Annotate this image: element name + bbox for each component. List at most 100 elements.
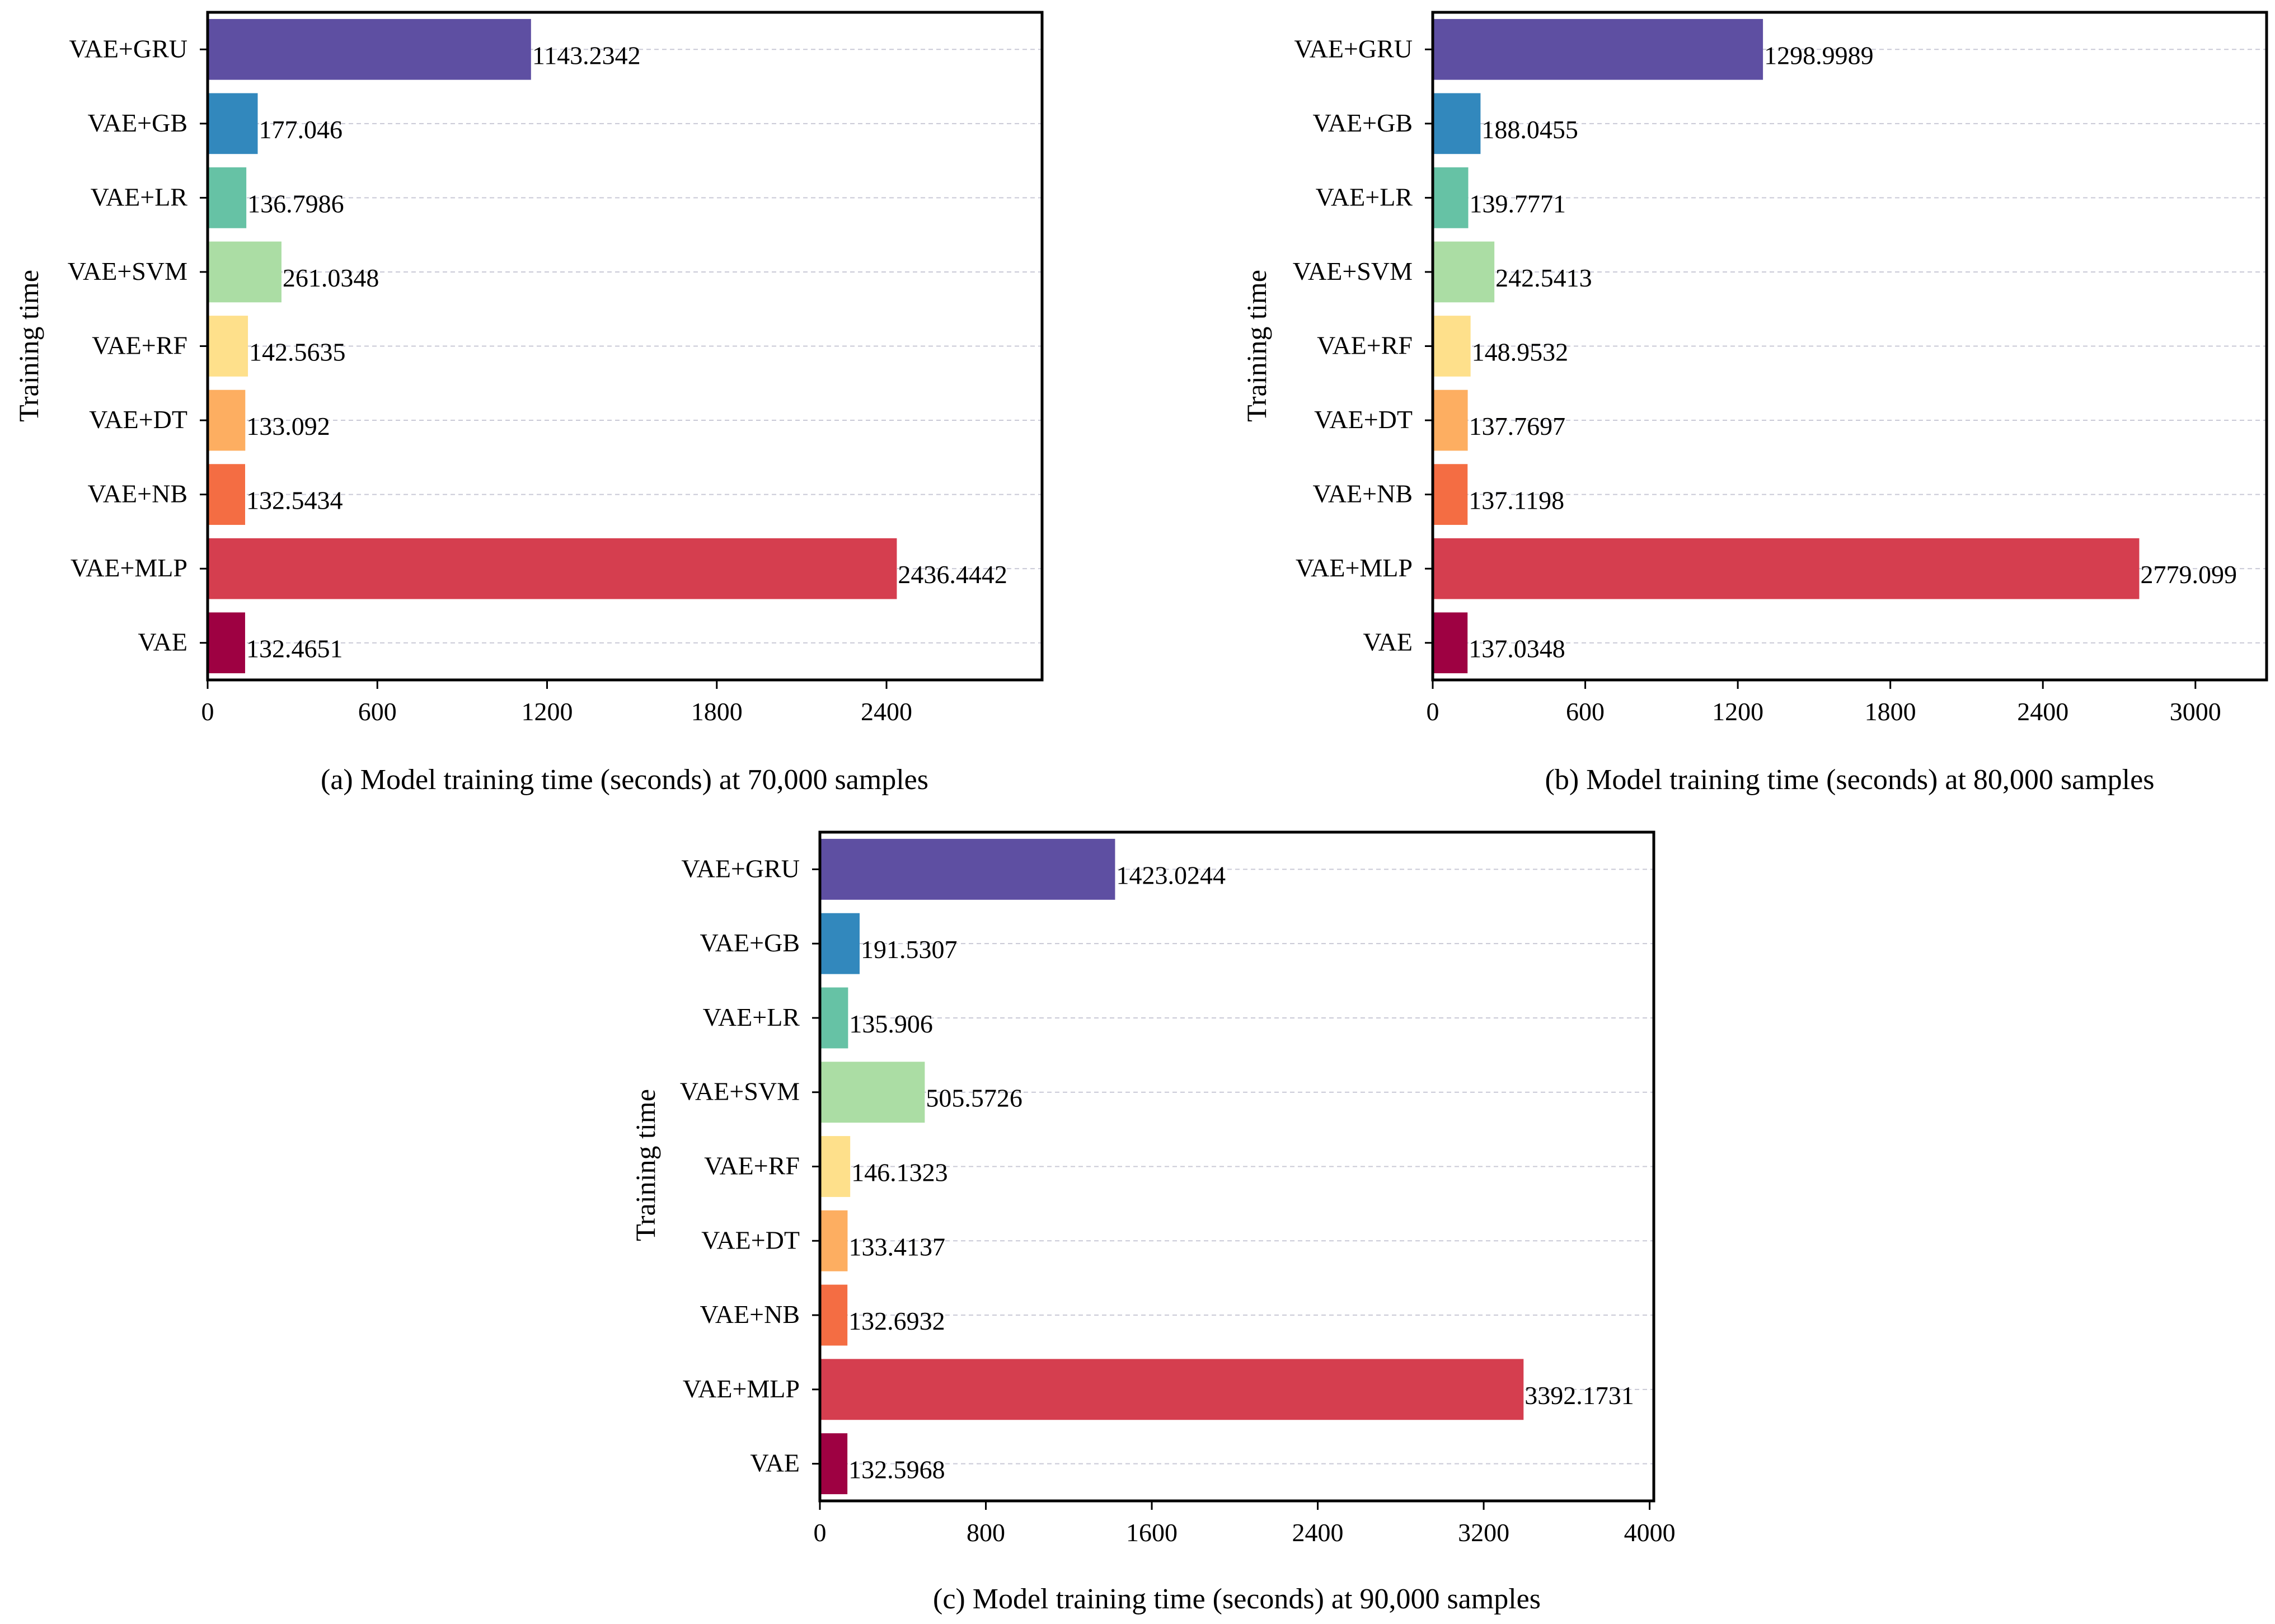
y-axis-label: Training time bbox=[630, 1089, 661, 1241]
category-label: VAE+MLP bbox=[71, 553, 187, 582]
category-label: VAE+SVM bbox=[1293, 257, 1413, 285]
bar-vae-gru bbox=[1433, 18, 1763, 80]
bar-vae-nb bbox=[208, 464, 245, 525]
x-tick-label: 1200 bbox=[1712, 697, 1763, 726]
bar-vae-dt bbox=[820, 1210, 848, 1271]
value-label: 132.4651 bbox=[246, 635, 343, 663]
bar-vae-mlp bbox=[820, 1359, 1524, 1420]
bar-vae-svm bbox=[208, 241, 282, 303]
category-label: VAE+MLP bbox=[1296, 553, 1413, 582]
value-label: 505.5726 bbox=[926, 1084, 1022, 1113]
x-tick-label: 0 bbox=[201, 697, 214, 726]
category-label: VAE+GB bbox=[1313, 109, 1413, 137]
value-label: 2779.099 bbox=[2140, 560, 2237, 589]
chart-panel-c: 1423.0244 VAE+GRU 191.5307 VAE+GB 135.906 VAE… bbox=[630, 830, 1676, 1615]
bar-vae-svm bbox=[1433, 241, 1495, 303]
axes-frame bbox=[1431, 11, 2268, 682]
category-label: VAE+GRU bbox=[1294, 34, 1413, 63]
chart-caption: (b) Model training time (seconds) at 80,… bbox=[1545, 764, 2155, 796]
value-label: 148.9532 bbox=[1472, 338, 1569, 367]
bar-vae-rf bbox=[820, 1136, 851, 1197]
bar-vae bbox=[1433, 612, 1468, 674]
category-label: VAE+DT bbox=[89, 405, 187, 434]
category-label: VAE+SVM bbox=[68, 257, 187, 285]
value-label: 146.1323 bbox=[851, 1158, 948, 1187]
value-label: 1143.2342 bbox=[532, 41, 641, 69]
value-label: 139.7771 bbox=[1469, 189, 1566, 218]
category-label: VAE+DT bbox=[1314, 405, 1413, 434]
chart-panel-a: 1143.2342 VAE+GRU 177.046 VAE+GB 136.7986 VAE… bbox=[13, 11, 1044, 796]
bar-vae-rf bbox=[208, 316, 248, 377]
x-tick-label: 600 bbox=[358, 697, 397, 726]
category-label: VAE+RF bbox=[704, 1152, 800, 1180]
x-tick-label: 1200 bbox=[522, 697, 573, 726]
value-label: 132.5434 bbox=[246, 486, 343, 515]
x-tick-label: 3000 bbox=[2170, 697, 2221, 726]
value-label: 137.0348 bbox=[1469, 635, 1565, 663]
value-label: 242.5413 bbox=[1495, 264, 1592, 292]
category-label: VAE+NB bbox=[88, 480, 187, 508]
x-tick-label: 1600 bbox=[1126, 1518, 1178, 1547]
category-label: VAE+GB bbox=[700, 928, 800, 957]
value-label: 188.0455 bbox=[1481, 115, 1578, 144]
x-tick-label: 0 bbox=[814, 1518, 827, 1547]
category-label: VAE+NB bbox=[700, 1300, 800, 1329]
value-label: 1298.9989 bbox=[1764, 41, 1874, 69]
x-tick-label: 2400 bbox=[861, 697, 912, 726]
category-label: VAE+GB bbox=[88, 109, 187, 137]
value-label: 132.6932 bbox=[848, 1307, 945, 1335]
y-axis-label: Training time bbox=[13, 270, 44, 422]
chart-caption: (a) Model training time (seconds) at 70,… bbox=[321, 764, 928, 796]
value-label: 3392.1731 bbox=[1525, 1381, 1634, 1410]
chart-caption: (c) Model training time (seconds) at 90,… bbox=[933, 1583, 1541, 1615]
value-label: 133.4137 bbox=[848, 1232, 945, 1261]
bar-vae-mlp bbox=[208, 538, 897, 599]
category-label: VAE+SVM bbox=[680, 1077, 800, 1106]
category-label: VAE+MLP bbox=[683, 1374, 800, 1403]
value-label: 137.1198 bbox=[1469, 486, 1564, 515]
x-tick-label: 2400 bbox=[1292, 1518, 1344, 1547]
bar-vae-lr bbox=[820, 987, 848, 1049]
axes-frame bbox=[206, 11, 1044, 682]
bar-vae-lr bbox=[208, 167, 247, 228]
value-label: 2436.4442 bbox=[898, 560, 1007, 589]
bar-vae-gru bbox=[208, 18, 531, 80]
bar-vae-svm bbox=[820, 1062, 925, 1123]
value-label: 136.7986 bbox=[247, 189, 344, 218]
category-label: VAE+NB bbox=[1313, 480, 1413, 508]
category-label: VAE+RF bbox=[92, 331, 187, 360]
bar-vae-nb bbox=[820, 1284, 848, 1346]
value-label: 132.5968 bbox=[848, 1456, 945, 1484]
bar-vae-dt bbox=[208, 389, 246, 451]
category-label: VAE+LR bbox=[703, 1003, 800, 1031]
axes-frame bbox=[818, 830, 1655, 1503]
category-label: VAE bbox=[138, 628, 187, 656]
bar-vae bbox=[208, 612, 245, 674]
bar-vae-lr bbox=[1433, 167, 1469, 228]
x-tick-label: 2400 bbox=[2017, 697, 2068, 726]
value-label: 1423.0244 bbox=[1116, 861, 1226, 889]
bar-vae-gb bbox=[1433, 93, 1481, 154]
y-axis-label: Training time bbox=[1241, 270, 1272, 422]
bar-vae-gb bbox=[208, 93, 258, 154]
x-tick-label: 4000 bbox=[1624, 1518, 1676, 1547]
value-label: 191.5307 bbox=[861, 935, 958, 964]
bar-vae bbox=[820, 1433, 848, 1495]
bar-vae-mlp bbox=[1433, 538, 2140, 599]
category-label: VAE bbox=[1363, 628, 1413, 656]
bar-vae-gb bbox=[820, 913, 860, 974]
value-label: 135.906 bbox=[849, 1010, 933, 1038]
category-label: VAE+LR bbox=[1316, 182, 1413, 211]
category-label: VAE+GRU bbox=[69, 34, 187, 63]
x-tick-label: 3200 bbox=[1458, 1518, 1509, 1547]
value-label: 142.5635 bbox=[249, 338, 345, 367]
category-label: VAE+DT bbox=[701, 1226, 800, 1254]
category-label: VAE+RF bbox=[1317, 331, 1413, 360]
value-label: 177.046 bbox=[259, 115, 343, 144]
x-tick-label: 0 bbox=[1427, 697, 1439, 726]
category-label: VAE+GRU bbox=[681, 854, 800, 883]
value-label: 133.092 bbox=[246, 412, 330, 440]
bar-vae-dt bbox=[1433, 389, 1468, 451]
value-label: 137.7697 bbox=[1469, 412, 1566, 440]
